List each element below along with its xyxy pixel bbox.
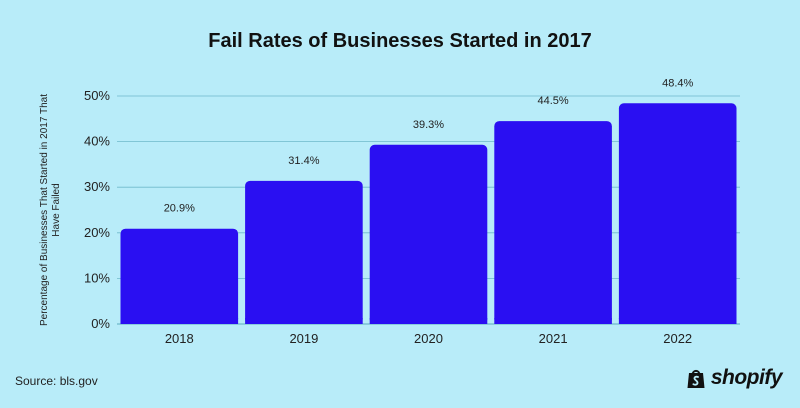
y-tick-label: 30% — [84, 179, 110, 194]
brand-logo: shopify — [686, 366, 783, 390]
brand-name: shopify — [710, 366, 783, 389]
data-label: 20.9% — [164, 203, 195, 215]
y-tick-label: 0% — [91, 316, 110, 331]
chart-title: Fail Rates of Businesses Started in 2017 — [208, 30, 592, 52]
x-tick-label: 2018 — [165, 331, 194, 346]
bar — [494, 121, 612, 324]
y-tick-label: 20% — [84, 225, 110, 240]
data-label: 31.4% — [288, 155, 319, 167]
bar — [618, 103, 737, 325]
bar-base — [245, 318, 363, 324]
x-tick-label: 2020 — [414, 331, 443, 346]
data-label: 48.4% — [662, 77, 693, 89]
bar-base — [369, 318, 488, 324]
bar-base — [120, 318, 239, 324]
x-tick-label: 2021 — [539, 331, 568, 346]
data-label: 39.3% — [413, 119, 444, 131]
shopping-bag-icon — [687, 369, 705, 388]
y-tick-label: 50% — [84, 88, 110, 103]
x-tick-label: 2019 — [289, 331, 318, 346]
bar-base — [618, 318, 737, 324]
bar — [120, 228, 239, 324]
source-note: Source: bls.gov — [15, 374, 98, 388]
y-tick-label: 40% — [84, 134, 110, 149]
bar — [369, 144, 488, 324]
x-tick-label: 2022 — [663, 331, 692, 346]
y-tick-label: 10% — [84, 270, 110, 285]
bar — [245, 180, 363, 324]
bar-base — [494, 318, 612, 324]
data-label: 44.5% — [537, 95, 568, 107]
